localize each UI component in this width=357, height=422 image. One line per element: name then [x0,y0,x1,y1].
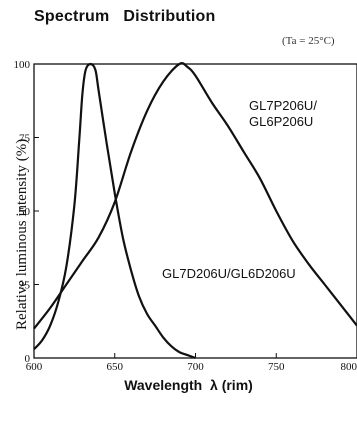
condition-note: (Ta = 25°C) [282,35,335,47]
series-labels: GL7D206U/GL6D206U GL7P206U/GL6P206U [162,98,317,281]
series-label-1: GL7D206U/GL6D206U [162,266,296,281]
series-line-1 [33,62,196,360]
chart-title: Spectrum Distribution [34,8,216,25]
series-label-2: GL7P206U/GL6P206U [249,98,317,129]
y-tick-label: 100 [14,59,31,71]
x-tick-label: 800 [341,361,357,373]
axis-ticks: 600 650 700 750 800 0 25 50 75 100 [14,59,357,373]
series-curves [33,62,357,360]
y-tick-label: 25 [19,280,31,292]
x-tick-label: 600 [26,361,43,373]
y-tick-label: 0 [25,353,31,365]
y-tick-label: 75 [19,133,31,145]
series-line-2 [33,62,357,330]
x-tick-label: 700 [187,361,204,373]
y-tick-label: 50 [19,206,31,218]
x-tick-label: 750 [268,361,285,373]
x-axis-label: Wavelength λ (rim) [124,377,253,393]
x-tick-label: 650 [107,361,124,373]
